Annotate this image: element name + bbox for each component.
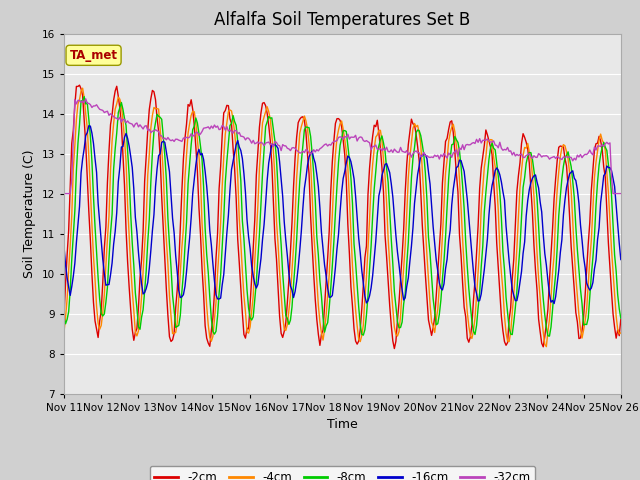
-16cm	[305, 154, 313, 160]
-4cm	[543, 344, 550, 349]
Line: -4cm: -4cm	[64, 88, 621, 347]
-2cm	[228, 120, 236, 126]
-8cm	[130, 262, 138, 268]
Line: -2cm: -2cm	[64, 85, 621, 348]
-4cm	[130, 308, 138, 313]
-32cm	[588, 150, 595, 156]
-16cm	[246, 246, 254, 252]
-16cm	[85, 123, 93, 129]
-2cm	[589, 167, 596, 172]
-16cm	[228, 167, 236, 172]
-2cm	[246, 300, 254, 306]
-8cm	[305, 125, 313, 131]
-8cm	[617, 315, 625, 321]
Line: -8cm: -8cm	[64, 96, 621, 336]
-16cm	[589, 280, 596, 286]
-4cm	[617, 330, 625, 336]
-32cm	[617, 191, 625, 196]
-32cm	[82, 96, 90, 102]
-32cm	[130, 124, 138, 130]
Text: TA_met: TA_met	[70, 49, 118, 62]
Title: Alfalfa Soil Temperatures Set B: Alfalfa Soil Temperatures Set B	[214, 11, 470, 29]
-4cm	[79, 85, 86, 91]
X-axis label: Time: Time	[327, 418, 358, 431]
-32cm	[255, 141, 263, 146]
Line: -32cm: -32cm	[64, 99, 621, 193]
-4cm	[246, 324, 254, 330]
-2cm	[255, 124, 263, 130]
-8cm	[589, 255, 596, 261]
-2cm	[617, 316, 625, 322]
-8cm	[255, 231, 263, 237]
-32cm	[228, 129, 236, 134]
Line: -16cm: -16cm	[64, 126, 621, 303]
-2cm	[60, 313, 68, 319]
-2cm	[130, 337, 138, 343]
-8cm	[81, 94, 88, 99]
Y-axis label: Soil Temperature (C): Soil Temperature (C)	[23, 149, 36, 278]
-8cm	[228, 120, 236, 126]
-8cm	[546, 333, 554, 339]
-16cm	[617, 257, 625, 263]
-4cm	[228, 108, 236, 114]
-16cm	[60, 244, 68, 250]
-4cm	[305, 141, 313, 146]
-8cm	[246, 315, 254, 321]
-32cm	[305, 150, 313, 156]
-16cm	[550, 300, 558, 306]
-32cm	[246, 137, 254, 143]
-2cm	[76, 82, 83, 88]
-32cm	[60, 191, 68, 196]
-16cm	[255, 268, 263, 274]
-2cm	[390, 346, 398, 351]
-4cm	[60, 329, 68, 335]
-4cm	[589, 205, 596, 211]
Legend: -2cm, -4cm, -8cm, -16cm, -32cm: -2cm, -4cm, -8cm, -16cm, -32cm	[150, 466, 535, 480]
-8cm	[60, 314, 68, 320]
-4cm	[255, 166, 263, 172]
-16cm	[130, 186, 138, 192]
-2cm	[305, 171, 313, 177]
